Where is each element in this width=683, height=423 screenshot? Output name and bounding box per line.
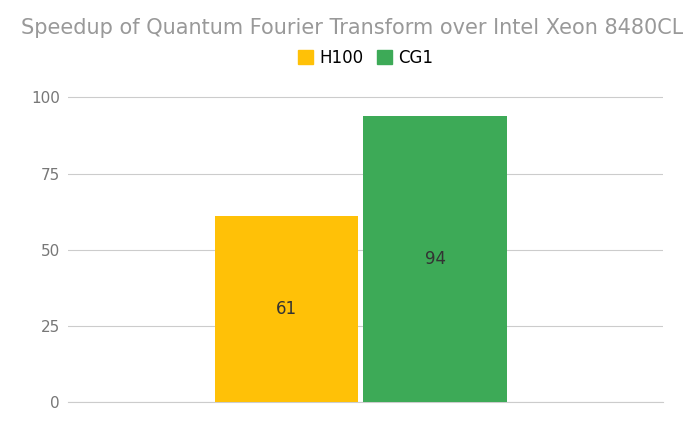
Text: Speedup of Quantum Fourier Transform over Intel Xeon 8480CL: Speedup of Quantum Fourier Transform ove… <box>20 19 683 38</box>
Text: 61: 61 <box>276 300 297 318</box>
Text: 94: 94 <box>425 250 445 268</box>
Bar <box>214 216 359 402</box>
Bar <box>363 116 507 402</box>
Legend: H100, CG1: H100, CG1 <box>291 42 440 74</box>
